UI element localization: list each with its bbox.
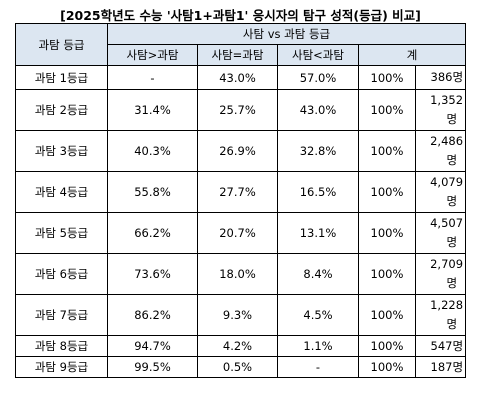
table-title: [2025학년도 수능 '사탐1+과탐1' 응시자의 탐구 성적(등급) 비교] (60, 8, 421, 23)
table-row: 과탐 5등급 66.2% 20.7% 13.1% 100% 4,507 명 (15, 212, 467, 254)
gt-cell: 66.2% (107, 212, 198, 254)
gt-cell: 99.5% (107, 356, 198, 378)
eq-cell: 26.9% (197, 130, 278, 172)
grade-cell: 과탐 2등급 (15, 89, 108, 131)
total-cell: 100% (358, 356, 416, 378)
eq-cell: 43.0% (197, 65, 278, 90)
total-cell: 100% (358, 171, 416, 213)
eq-cell: 4.2% (197, 335, 278, 357)
count-value: 4,079 (430, 175, 464, 189)
eq-cell: 27.7% (197, 171, 278, 213)
count-unit: 명 (452, 338, 464, 353)
count-value: 2,486 (430, 134, 464, 148)
lt-cell: 43.0% (277, 89, 359, 131)
count-value: 1,228 (430, 298, 464, 312)
count-cell: 1,228 명 (414, 294, 467, 336)
count-value: 547 (430, 338, 453, 353)
eq-cell: 18.0% (197, 253, 278, 295)
table-body: 과탐 1등급 -43.0% 57.0% 100% 386명 과탐 2등급 31.4% 25.7… (15, 65, 467, 378)
grade-column-header: 과탐 등급 (15, 23, 108, 66)
count-cell: 1,352 명 (414, 89, 467, 131)
count-cell: 547명 (414, 335, 467, 357)
total-cell: 100% (358, 212, 416, 254)
gt-cell: 31.4% (107, 89, 198, 131)
count-cell: 4,079 명 (414, 171, 467, 213)
col-header-total: 계 (357, 44, 467, 66)
table-row: 과탐 6등급 73.6% 18.0% 8.4% 100% 2,709 명 (15, 253, 467, 295)
grade-cell: 과탐 5등급 (15, 212, 108, 254)
lt-cell: 13.1% (277, 212, 359, 254)
table-row: 과탐 3등급 40.3% 26.9% 32.8% 100% 2,486 명 (15, 130, 467, 172)
total-cell: 100% (358, 130, 416, 172)
grade-cell: 과탐 8등급 (15, 335, 108, 357)
grade-cell: 과탐 4등급 (15, 171, 108, 213)
count-unit: 명 (452, 70, 464, 84)
table-row: 과탐 1등급 -43.0% 57.0% 100% 386명 (15, 65, 467, 90)
lt-cell: 1.1% (277, 335, 359, 357)
total-cell: 100% (358, 65, 416, 90)
count-cell: 187명 (414, 356, 467, 378)
count-unit: 명 (446, 235, 458, 249)
eq-cell: 20.7% (197, 212, 278, 254)
table-row: 과탐 2등급 31.4% 25.7% 43.0% 100% 1,352 명 (15, 89, 467, 131)
eq-cell: 9.3% (197, 294, 278, 336)
lt-cell: 4.5% (277, 294, 359, 336)
count-cell: 2,709 명 (414, 253, 467, 295)
total-cell: 100% (358, 294, 416, 336)
count-unit: 명 (446, 194, 458, 208)
grade-cell: 과탐 3등급 (15, 130, 108, 172)
gt-cell: 55.8% (107, 171, 198, 213)
total-cell: 100% (358, 89, 416, 131)
col-header-lt: 사탐<과탐 (277, 44, 359, 66)
count-unit: 명 (446, 276, 458, 290)
count-value: 2,709 (430, 257, 464, 271)
lt-cell: 16.5% (277, 171, 359, 213)
grade-cell: 과탐 6등급 (15, 253, 108, 295)
gt-cell: 94.7% (107, 335, 198, 357)
count-cell: 4,507 명 (414, 212, 467, 254)
count-value: 1,352 (430, 93, 464, 107)
count-unit: 명 (452, 359, 464, 374)
gt-cell: - (107, 65, 198, 90)
eq-cell: 0.5% (197, 356, 278, 378)
lt-cell: 57.0% (277, 65, 359, 90)
lt-cell: - (277, 356, 359, 378)
gt-cell: 73.6% (107, 253, 198, 295)
count-unit: 명 (446, 112, 458, 126)
grade-cell: 과탐 1등급 (15, 65, 108, 90)
count-cell: 386명 (414, 65, 467, 90)
count-cell: 2,486 명 (414, 130, 467, 172)
count-unit: 명 (446, 153, 458, 167)
table-row: 과탐 7등급 86.2% 9.3% 4.5% 100% 1,228 명 (15, 294, 467, 336)
grade-cell: 과탐 7등급 (15, 294, 108, 336)
lt-cell: 32.8% (277, 130, 359, 172)
count-value: 386 (430, 70, 453, 84)
grade-cell: 과탐 9등급 (15, 356, 108, 378)
col-header-eq: 사탐=과탐 (197, 44, 278, 66)
grade-comparison-table: 과탐 등급 사탐 vs 과탐 등급 사탐>과탐 사탐=과탐 사탐<과탐 계 과탐… (15, 23, 467, 378)
comparison-group-header: 사탐 vs 과탐 등급 (106, 23, 467, 45)
gt-cell: 40.3% (107, 130, 198, 172)
table-row: 과탐 8등급 94.7% 4.2% 1.1% 100% 547명 (15, 335, 467, 357)
total-cell: 100% (358, 253, 416, 295)
count-unit: 명 (446, 317, 458, 331)
col-header-gt: 사탐>과탐 (107, 44, 198, 66)
table-row: 과탐 4등급 55.8% 27.7% 16.5% 100% 4,079 명 (15, 171, 467, 213)
lt-cell: 8.4% (277, 253, 359, 295)
eq-cell: 25.7% (197, 89, 278, 131)
total-cell: 100% (358, 335, 416, 357)
gt-cell: 86.2% (107, 294, 198, 336)
count-value: 4,507 (430, 216, 464, 230)
count-value: 187 (430, 359, 453, 374)
table-row: 과탐 9등급 99.5% 0.5% -100% 187명 (15, 356, 467, 378)
